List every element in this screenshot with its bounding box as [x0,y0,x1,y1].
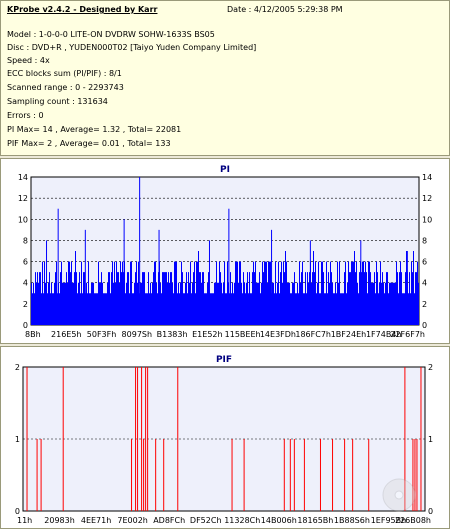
x-tick-label: 11h [17,516,32,525]
y-tick-label-left: 14 [18,173,28,182]
x-tick-label: 8Bh [25,330,41,339]
info-panel: KProbe v2.4.2 - Designed by Karr Date : … [0,0,450,156]
x-tick-label: 22F6F7h [390,330,425,339]
y-tick-label-left: 6 [23,258,28,267]
app-title: KProbe v2.4.2 - Designed by Karr [7,5,158,14]
y-tick-label-left: 2 [23,300,28,309]
info-line-pif-summary: PIF Max= 2 , Average= 0.01 , Total= 133 [7,139,171,148]
info-line-errors: Errors : 0 [7,111,44,120]
y-tick-label-right: 0 [428,507,433,516]
chart-title: PI [220,165,230,175]
x-tick-label: 115BEEh [225,330,261,339]
x-tick-label: 186FC7h [295,330,331,339]
y-tick-label-right: 8 [422,236,427,245]
scan-date: Date : 4/12/2005 5:29:38 PM [227,5,343,14]
x-tick-label: DF52Ch [190,516,222,525]
y-tick-label-right: 1 [428,435,433,444]
y-tick-label-left: 2 [15,363,20,372]
x-tick-label: 11328Ch [224,516,260,525]
y-tick-label-left: 8 [23,236,28,245]
y-tick-label-right: 2 [428,363,433,372]
info-line-disc: Disc : DVD+R , YUDEN000T02 [Taiyo Yuden … [7,43,257,52]
x-tick-label: AD8FCh [153,516,185,525]
info-line-range: Scanned range : 0 - 2293743 [7,83,124,92]
pi-bars [31,177,419,325]
pi-chart-panel: PI 0 0 2 2 4 4 6 6 8 8 10 10 12 12 14 14 8Bh 216E5h 50F3Fh 8… [0,158,450,344]
info-line-model: Model : 1-0-0-0 LITE-ON DVDRW SOHW-1633S… [7,30,215,39]
y-tick-label-left: 0 [15,507,20,516]
y-tick-label-right: 10 [422,215,432,224]
y-tick-label-right: 14 [422,173,432,182]
y-tick-label-left: 1 [15,435,20,444]
x-tick-label: 7E002h [117,516,147,525]
y-tick-label-right: 12 [422,194,432,203]
y-tick-label-right: 0 [422,321,427,330]
x-tick-label: 1BF24Eh [331,330,366,339]
chart-title: PIF [216,355,232,365]
disc-watermark-icon [382,478,416,512]
pif-chart-panel: PIF 0 0 1 1 2 2 11h 20983h 4EE71h 7E002h AD8FCh DF52… [0,346,450,529]
y-tick-label-left: 10 [18,215,28,224]
x-tick-label: 1EF95Bh [371,516,406,525]
x-tick-label: 14E3FDh [260,330,296,339]
info-line-ecc: ECC blocks sum (PI/PIF) : 8/1 [7,69,122,78]
x-tick-label: 1F74B4h [366,330,402,339]
x-tick-label: 50F3Fh [87,330,117,339]
x-tick-label: 8097Sh [122,330,153,339]
x-tick-label: 216E5h [51,330,81,339]
pif-bars [26,367,422,511]
x-tick-label: 1B88S6h [334,516,370,525]
x-tick-label: B1383h [157,330,188,339]
x-tick-label: 18165Bh [297,516,333,525]
x-tick-label: E1E52h [192,330,222,339]
y-tick-label-right: 6 [422,258,427,267]
x-tick-label: 20983h [44,516,75,525]
y-tick-label-right: 4 [422,279,427,288]
y-tick-label-right: 2 [422,300,427,309]
pi-chart: PI 0 0 2 2 4 4 6 6 8 8 10 10 12 12 14 14 8Bh 216E5h 50F3Fh 8… [18,165,432,339]
info-line-sampling: Sampling count : 131634 [7,97,108,106]
x-tick-label: 4EE71h [81,516,111,525]
info-line-speed: Speed : 4x [7,56,50,65]
disc-outer [382,478,416,512]
y-tick-label-left: 12 [18,194,28,203]
disc-hole [394,490,404,500]
y-tick-label-left: 0 [23,321,28,330]
y-tick-label-left: 4 [23,279,28,288]
info-line-pi-summary: PI Max= 14 , Average= 1.32 , Total= 2208… [7,125,182,134]
pif-chart: PIF 0 0 1 1 2 2 11h 20983h 4EE71h 7E002h AD8FCh DF52… [15,355,433,525]
x-tick-label: 226B08h [395,516,431,525]
x-tick-label: 14B006h [261,516,297,525]
